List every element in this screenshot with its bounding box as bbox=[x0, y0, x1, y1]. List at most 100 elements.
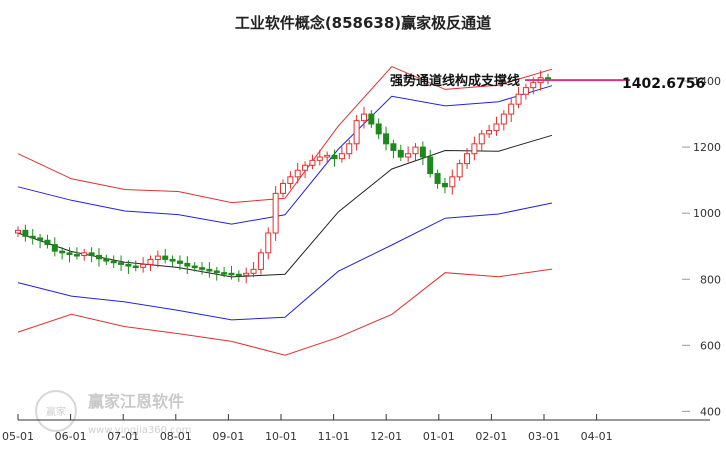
candle-body bbox=[427, 156, 434, 175]
watermark-brand: 赢家江恩软件 bbox=[88, 392, 184, 411]
candle-body bbox=[331, 154, 338, 160]
x-tick-label: 11-01 bbox=[318, 430, 350, 443]
y-tick-label: 1000 bbox=[693, 207, 721, 220]
y-tick-label: 1400 bbox=[693, 75, 721, 88]
candle-body bbox=[515, 93, 522, 105]
candle-body bbox=[338, 153, 345, 160]
x-tick-label: 06-01 bbox=[55, 430, 87, 443]
candle-body bbox=[132, 265, 139, 269]
x-tick-label: 09-01 bbox=[212, 430, 244, 443]
candle-body bbox=[235, 273, 242, 277]
candle-body bbox=[360, 113, 367, 122]
candle-body bbox=[419, 146, 426, 158]
candle-body bbox=[118, 262, 125, 265]
candle-body bbox=[324, 154, 331, 158]
candle-body bbox=[44, 239, 51, 246]
candle-body bbox=[280, 182, 286, 194]
x-tick-label: 04-01 bbox=[581, 430, 613, 443]
channel-bands bbox=[17, 65, 553, 356]
candle-body bbox=[88, 252, 95, 256]
y-axis: 400 600 800 1000 1200 1400 bbox=[682, 75, 721, 418]
candlesticks bbox=[15, 70, 551, 284]
candle-body bbox=[456, 163, 463, 178]
candle-body bbox=[37, 237, 44, 241]
candle-body bbox=[486, 130, 493, 135]
inner-upper-band bbox=[17, 85, 553, 225]
outer-lower-band bbox=[17, 268, 553, 356]
candle-body bbox=[213, 270, 220, 274]
candle-body bbox=[81, 252, 88, 256]
candle-body bbox=[434, 173, 441, 184]
y-tick-label: 600 bbox=[700, 339, 721, 352]
candle-body bbox=[405, 153, 412, 158]
watermark-seal-icon bbox=[35, 390, 77, 432]
x-tick-label: 07-01 bbox=[107, 430, 139, 443]
candle-body bbox=[154, 255, 161, 260]
watermark: 赢家 赢家江恩软件 www.yingjia360.com bbox=[35, 390, 192, 436]
candle-body bbox=[221, 272, 228, 275]
y-tick-label: 800 bbox=[700, 273, 721, 286]
chart-title: 工业软件概念(858638)赢家极反通道 bbox=[235, 14, 491, 32]
candle-body bbox=[272, 192, 279, 234]
inner-lower-band bbox=[17, 202, 553, 321]
candle-body bbox=[265, 232, 272, 254]
candle-body bbox=[15, 229, 21, 234]
candle-body bbox=[59, 250, 66, 254]
candle-body bbox=[412, 146, 419, 155]
candle-body bbox=[508, 103, 515, 115]
x-tick-label: 01-01 bbox=[423, 430, 455, 443]
candle-body bbox=[66, 252, 73, 255]
candle-body bbox=[294, 169, 301, 178]
candle-body bbox=[22, 229, 29, 237]
candle-body bbox=[302, 164, 309, 171]
candle-body bbox=[51, 244, 58, 252]
x-tick-label: 12-01 bbox=[370, 430, 402, 443]
candle-body bbox=[441, 182, 448, 188]
candle-body bbox=[184, 262, 191, 267]
x-tick-label: 10-01 bbox=[265, 430, 297, 443]
candle-body bbox=[478, 133, 485, 145]
candle-body bbox=[346, 143, 353, 155]
watermark-seal: 赢家 bbox=[46, 405, 66, 418]
candle-body bbox=[110, 260, 117, 264]
candle-body bbox=[147, 258, 154, 265]
candle-body bbox=[125, 263, 132, 267]
candle-body bbox=[316, 156, 323, 161]
candle-body bbox=[493, 123, 500, 132]
y-tick-label: 1200 bbox=[693, 141, 721, 154]
candle-body bbox=[250, 268, 257, 274]
candle-body bbox=[162, 255, 169, 260]
candle-body bbox=[169, 258, 176, 262]
candle-body bbox=[140, 263, 147, 268]
candle-body bbox=[287, 176, 294, 184]
outer-upper-band bbox=[17, 65, 553, 204]
candle-body bbox=[191, 265, 198, 269]
candle-body bbox=[368, 113, 375, 125]
candle-body bbox=[530, 82, 537, 89]
candle-body bbox=[390, 143, 397, 151]
y-tick-label: 400 bbox=[700, 405, 721, 418]
candle-body bbox=[73, 253, 80, 257]
candle-body bbox=[103, 258, 110, 262]
candle-body bbox=[309, 159, 316, 166]
candle-body bbox=[375, 123, 382, 135]
candle-body bbox=[243, 272, 250, 276]
support-annotation-value: 1402.6756 bbox=[622, 76, 705, 92]
candle-body bbox=[257, 252, 264, 270]
candle-body bbox=[228, 272, 235, 276]
support-annotation: 强势通道线构成支撑线 1402.6756 bbox=[390, 73, 705, 92]
candle-body bbox=[397, 149, 404, 158]
support-annotation-text: 强势通道线构成支撑线 bbox=[390, 73, 520, 89]
watermark-url: www.yingjia360.com bbox=[88, 425, 192, 436]
candle-body bbox=[206, 268, 213, 272]
candle-body bbox=[95, 254, 102, 260]
candle-body bbox=[353, 120, 360, 145]
candle-body bbox=[176, 260, 183, 264]
x-tick-label: 03-01 bbox=[528, 430, 560, 443]
candle-body bbox=[29, 235, 36, 239]
x-tick-label: 05-01 bbox=[2, 430, 34, 443]
candle-body bbox=[500, 113, 507, 125]
candle-body bbox=[464, 153, 471, 165]
x-tick-label: 02-01 bbox=[475, 430, 507, 443]
